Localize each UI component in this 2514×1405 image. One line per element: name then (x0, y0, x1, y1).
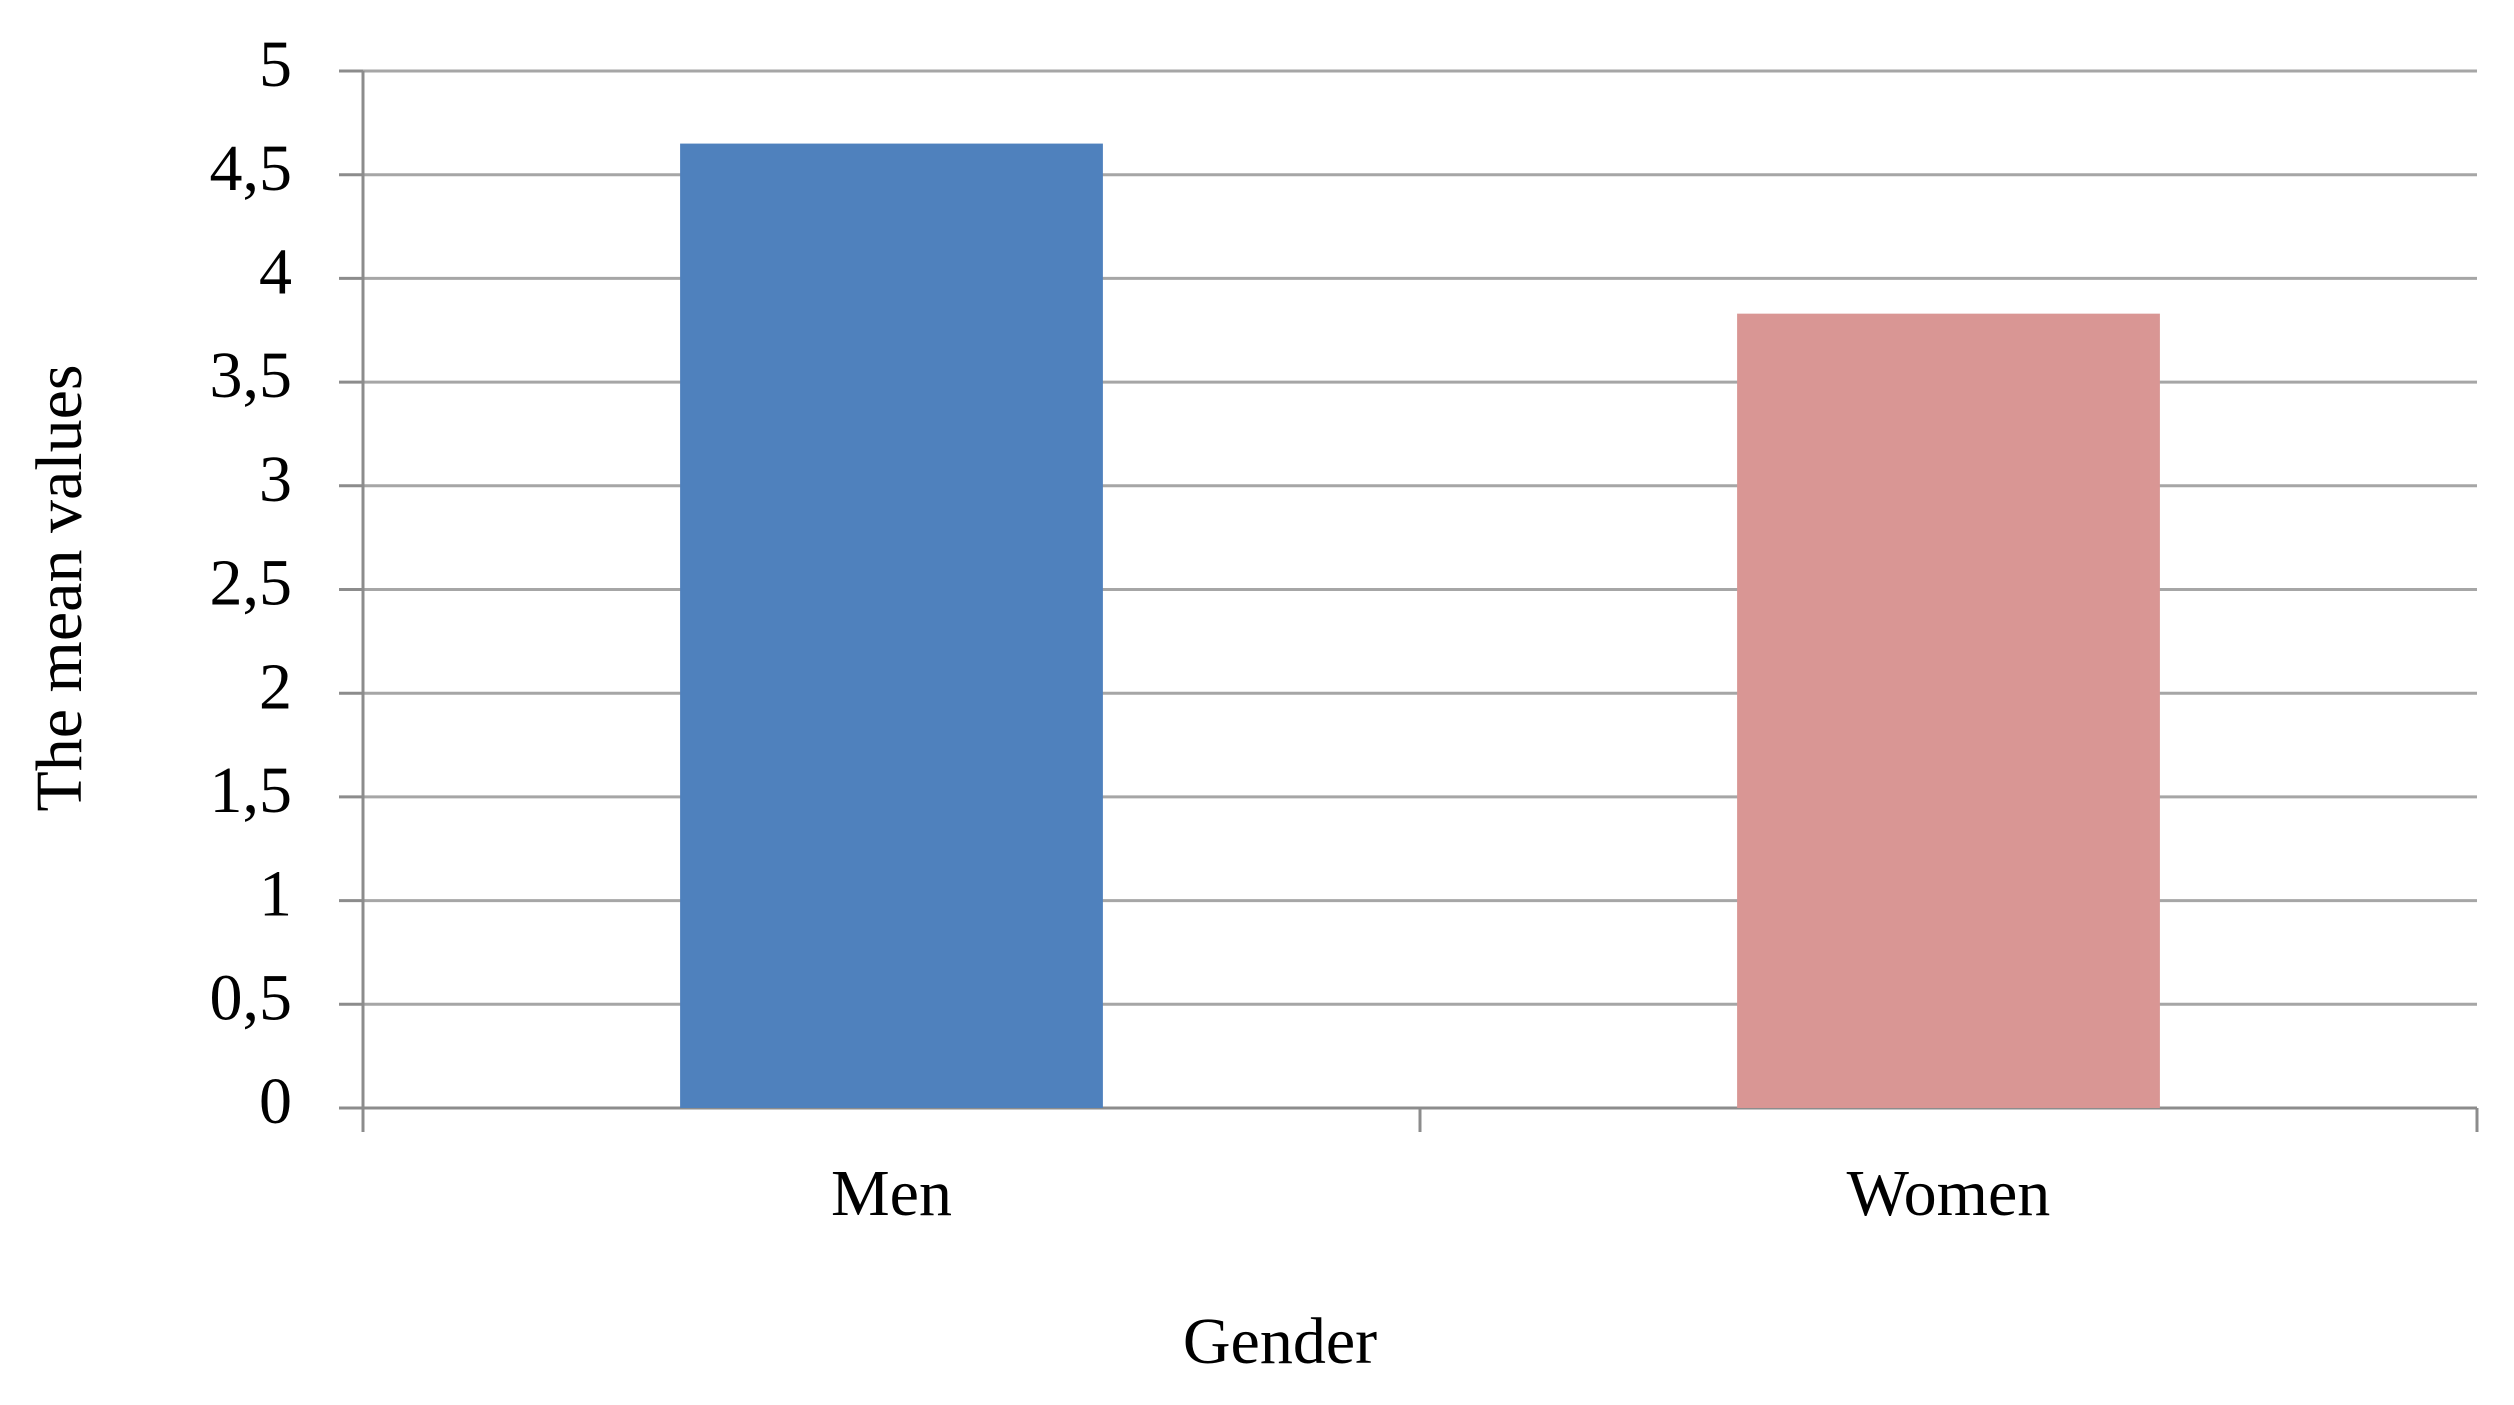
y-tick-label: 3,5 (210, 339, 293, 412)
x-axis-title: Gender (1183, 1305, 1377, 1378)
y-tick-label: 2,5 (210, 547, 293, 620)
bar (1737, 313, 2160, 1109)
y-tick-label: 0,5 (210, 961, 293, 1034)
x-tick-label: Men (831, 1157, 952, 1230)
x-tick-label: Women (1847, 1157, 2051, 1230)
y-tick-label: 2 (259, 650, 292, 723)
y-tick-label: 1,5 (210, 754, 293, 827)
bar (680, 143, 1103, 1109)
y-tick-label: 5 (259, 28, 292, 101)
y-tick-label: 4,5 (210, 132, 293, 205)
y-tick-label: 0 (259, 1065, 292, 1138)
y-tick-label: 3 (259, 443, 292, 516)
y-tick-label: 1 (259, 858, 292, 931)
y-axis-title: The mean values (23, 364, 96, 811)
y-tick-label: 4 (259, 236, 292, 309)
